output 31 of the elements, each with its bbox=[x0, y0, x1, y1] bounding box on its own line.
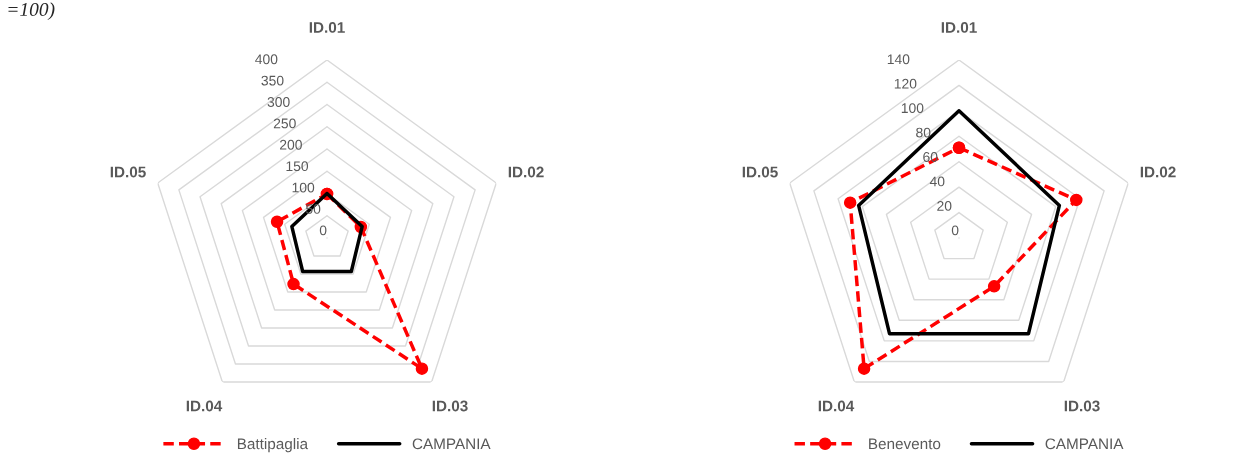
spoke-label: ID.03 bbox=[1064, 400, 1100, 412]
spoke-label: ID.04 bbox=[186, 400, 223, 412]
y-tick-label: 60 bbox=[923, 152, 938, 162]
spoke-label: ID.03 bbox=[432, 400, 468, 412]
y-tick-label: 40 bbox=[929, 176, 945, 187]
spoke-label: ID.05 bbox=[742, 166, 778, 178]
y-tick-label: 200 bbox=[280, 139, 302, 150]
y-tick-label: 80 bbox=[916, 127, 931, 138]
legend-label: Benevento bbox=[869, 438, 941, 450]
legend-label: CAMPANIA bbox=[1045, 438, 1124, 450]
spoke-label: ID.01 bbox=[941, 22, 977, 33]
y-tick-label: 400 bbox=[255, 54, 278, 65]
spoke-label: ID.04 bbox=[818, 400, 855, 412]
y-tick-label: 350 bbox=[261, 75, 284, 86]
y-tick-label: 100 bbox=[292, 182, 315, 193]
y-tick-label: 140 bbox=[887, 54, 910, 65]
text: =100) bbox=[8, 2, 55, 20]
y-tick-label: 250 bbox=[273, 118, 296, 129]
legend-label: CAMPANIA bbox=[412, 438, 491, 450]
spoke-label: ID.01 bbox=[309, 22, 345, 33]
spoke-label: ID.05 bbox=[110, 166, 146, 178]
y-tick-label: 20 bbox=[937, 200, 952, 211]
y-tick-label: 150 bbox=[286, 161, 309, 172]
y-tick-label: 300 bbox=[267, 97, 290, 107]
spoke-label: ID.02 bbox=[1140, 166, 1176, 178]
legend-label: Battipaglia bbox=[237, 438, 309, 453]
y-tick-label: 0 bbox=[319, 225, 327, 236]
spoke-label: ID.02 bbox=[508, 166, 544, 178]
y-tick-label: 120 bbox=[894, 78, 917, 89]
y-tick-label: 0 bbox=[951, 225, 959, 236]
y-tick-label: 100 bbox=[901, 103, 924, 114]
